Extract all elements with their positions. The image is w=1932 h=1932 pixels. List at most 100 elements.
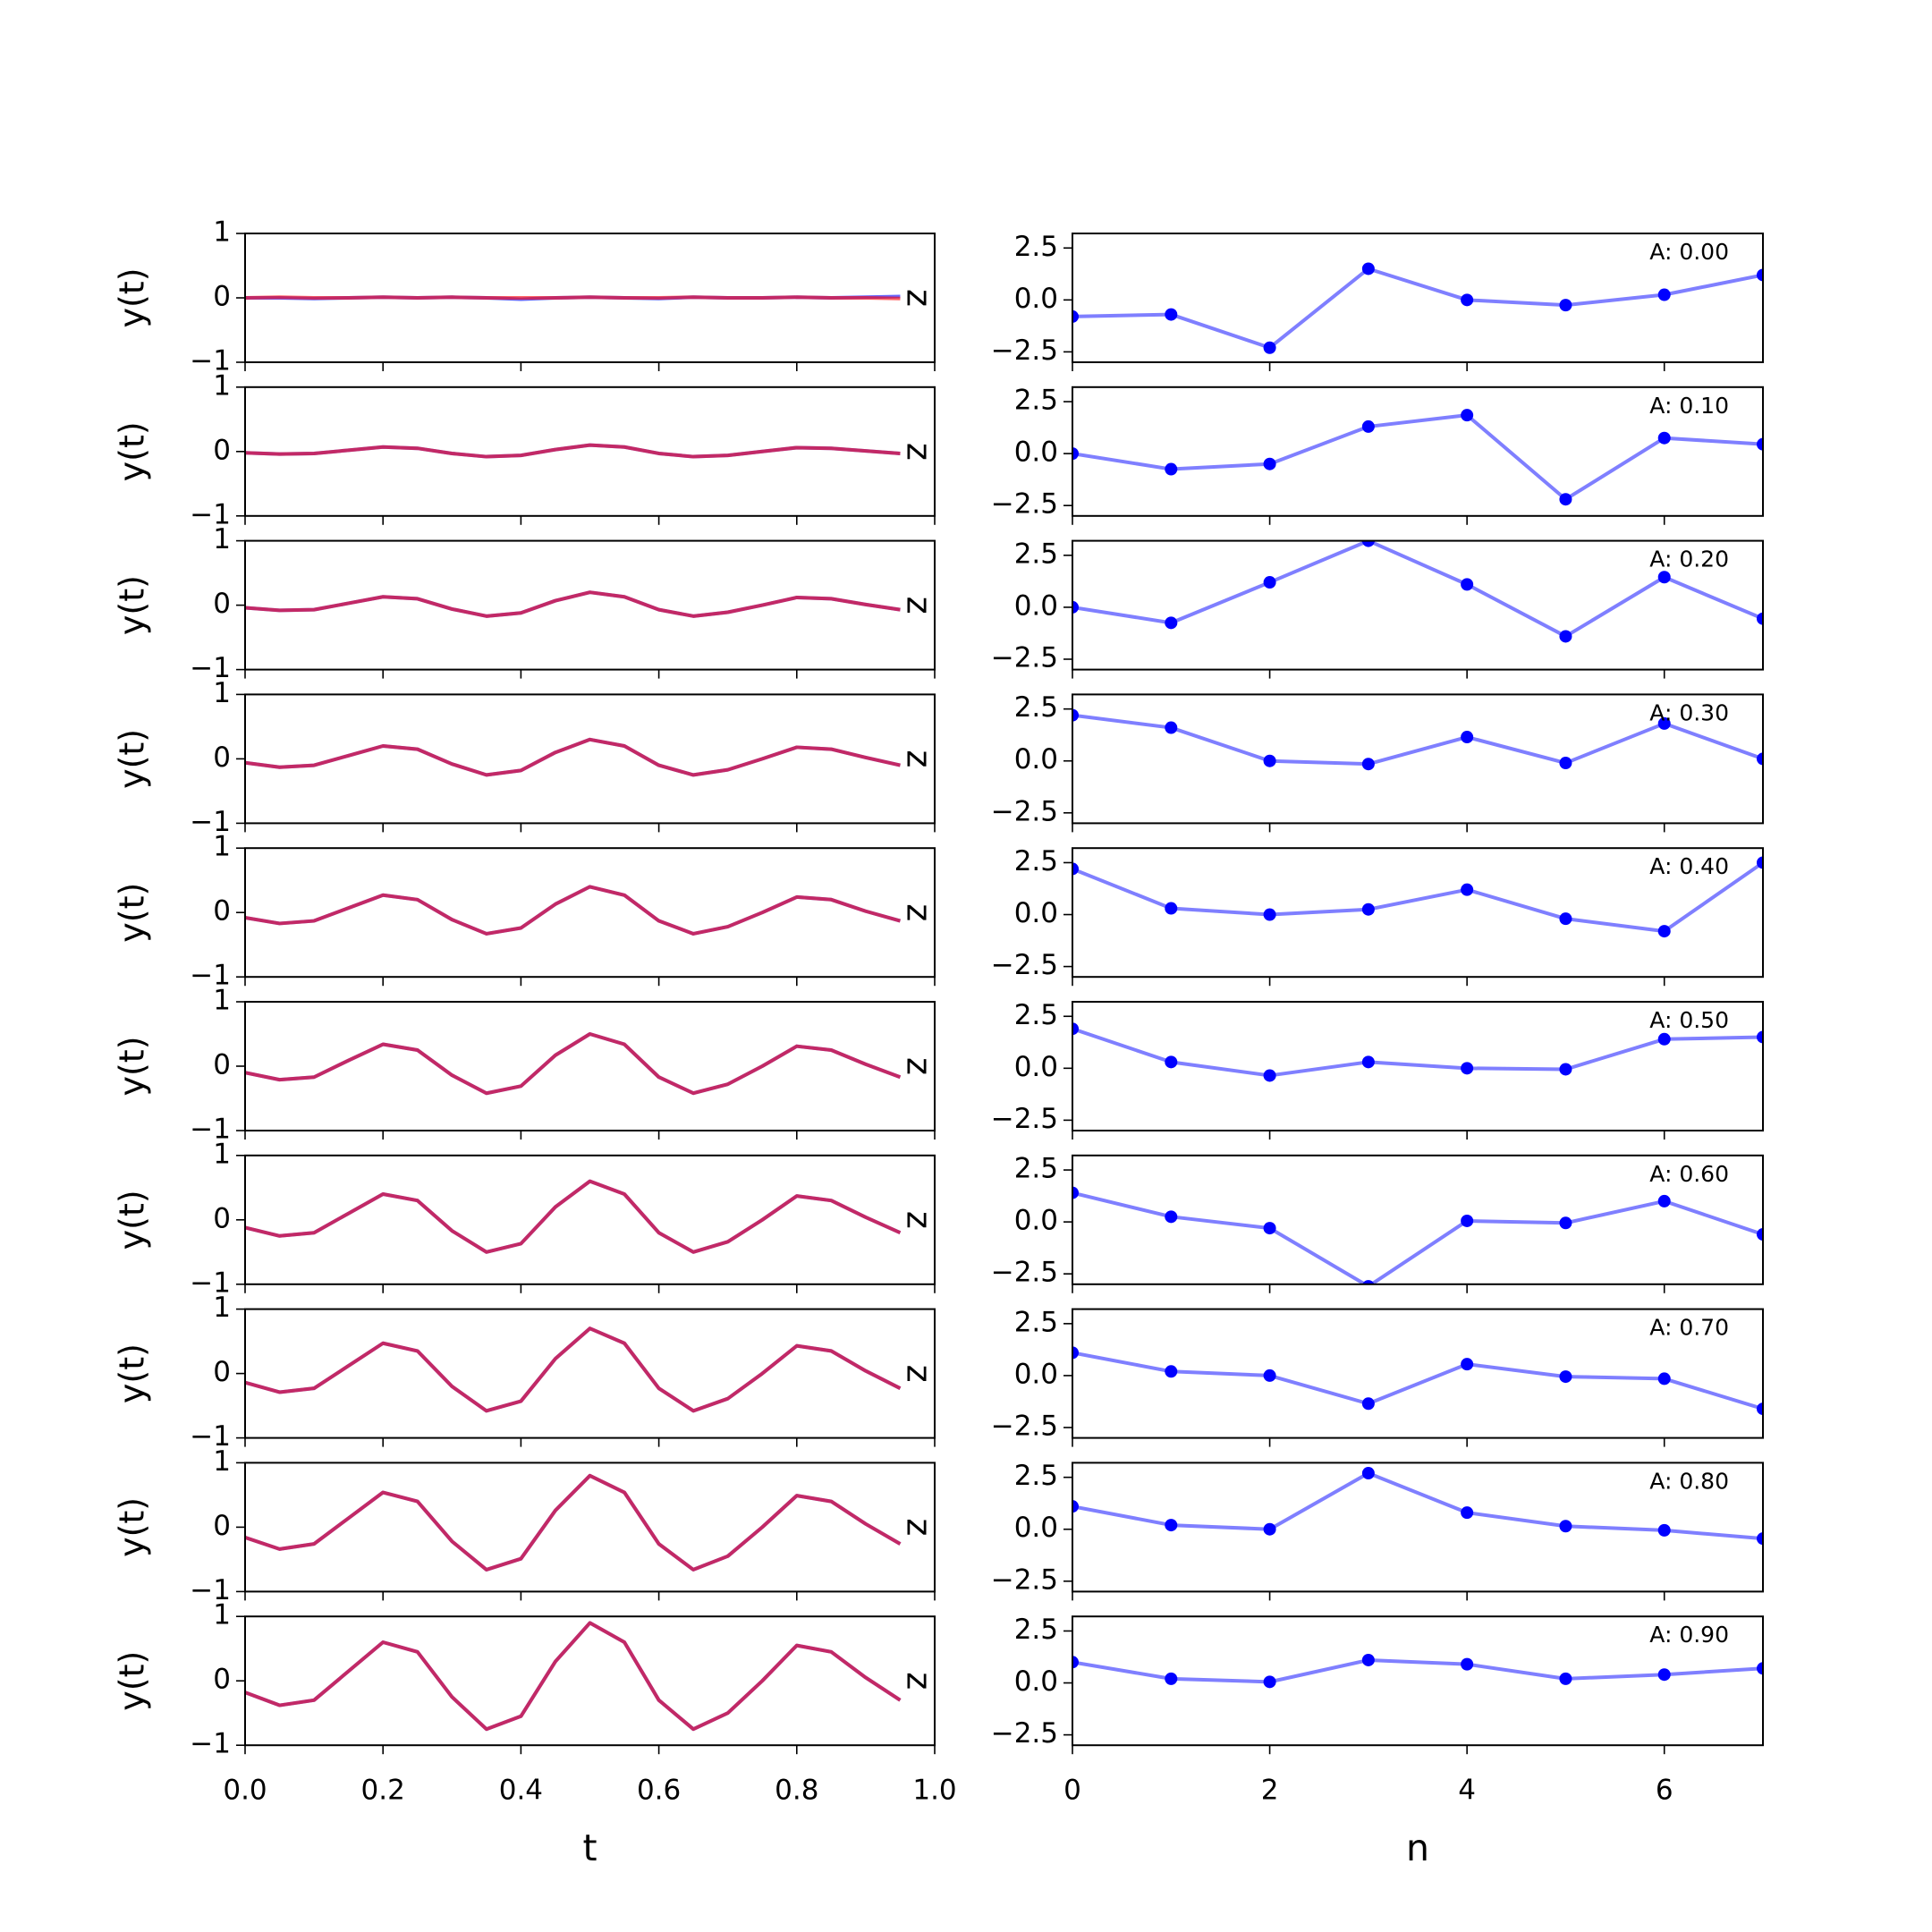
y-tick-label: 0.0 xyxy=(1014,589,1058,622)
y-tick-label: −2.5 xyxy=(991,1103,1058,1135)
point-marker xyxy=(1361,540,1375,547)
series-line xyxy=(1072,267,1763,350)
y-tick-label: −1 xyxy=(190,1728,231,1760)
y-tick-label: 0.0 xyxy=(1014,1205,1058,1237)
x-tick-label: 4 xyxy=(1458,1775,1476,1807)
point-marker xyxy=(1559,1520,1572,1533)
point-marker xyxy=(1559,1063,1572,1076)
point-marker xyxy=(1657,1194,1671,1208)
series-line xyxy=(1072,713,1763,767)
plot-area xyxy=(245,590,901,618)
point-marker xyxy=(1657,1032,1671,1046)
series-line xyxy=(245,737,901,777)
y-tick-label: 2.5 xyxy=(1014,845,1058,877)
point-marker xyxy=(1165,1672,1178,1685)
series-line xyxy=(245,885,901,936)
y-tick-label: 0 xyxy=(213,741,231,774)
annotation: A: 0.50 xyxy=(1649,1007,1729,1033)
y-tick-label: 0.0 xyxy=(1014,743,1058,775)
point-marker xyxy=(1657,1523,1671,1537)
point-marker xyxy=(1072,708,1079,722)
y-tick-label: 0 xyxy=(213,434,231,466)
point-marker xyxy=(1072,1500,1079,1513)
point-marker xyxy=(1263,1675,1276,1689)
plot-area xyxy=(1072,856,1763,938)
point-marker xyxy=(1757,268,1763,282)
plot-area xyxy=(245,1179,902,1254)
plot-area xyxy=(1072,1653,1763,1689)
point-marker xyxy=(1559,299,1572,312)
point-marker xyxy=(1757,1532,1763,1546)
point-marker xyxy=(1657,288,1671,301)
plot-area xyxy=(1072,409,1763,506)
point-marker xyxy=(1072,447,1079,461)
y-axis-label: y(t) xyxy=(113,1343,152,1403)
point-marker xyxy=(1263,1069,1276,1082)
point-marker xyxy=(1072,309,1079,323)
y-tick-label: −2.5 xyxy=(991,641,1058,674)
point-marker xyxy=(1757,856,1763,869)
annotation: A: 0.90 xyxy=(1649,1622,1729,1648)
y-tick-label: 1 xyxy=(213,831,231,863)
axes-frame xyxy=(1072,1001,1764,1131)
y-tick-label: 0.0 xyxy=(1014,1665,1058,1698)
series-line xyxy=(245,295,901,301)
point-marker xyxy=(1559,630,1572,643)
y-tick-label: −2.5 xyxy=(991,488,1058,521)
point-marker xyxy=(1461,293,1474,307)
point-marker xyxy=(1757,1402,1763,1416)
z-label: z xyxy=(900,903,939,921)
point-marker xyxy=(1461,578,1474,591)
point-marker xyxy=(1263,341,1276,354)
point-marker xyxy=(1263,1522,1276,1536)
point-marker xyxy=(1461,1506,1474,1520)
point-marker xyxy=(1072,1186,1079,1199)
series-line xyxy=(1072,1191,1763,1284)
y-tick-label: 1 xyxy=(213,1138,231,1170)
y-tick-label: 2.5 xyxy=(1014,1460,1058,1492)
point-marker xyxy=(1165,1210,1178,1224)
point-marker xyxy=(1072,1022,1079,1036)
y-tick-label: −2.5 xyxy=(991,1563,1058,1596)
point-marker xyxy=(1072,600,1079,614)
point-marker xyxy=(1657,1372,1671,1385)
series-line xyxy=(1072,540,1763,639)
plot-area xyxy=(245,443,901,459)
point-marker xyxy=(1263,908,1276,921)
series-line xyxy=(245,1179,902,1254)
point-marker xyxy=(1657,431,1671,445)
point-marker xyxy=(1461,1358,1474,1371)
plot-area xyxy=(1072,1467,1763,1546)
point-marker xyxy=(1657,925,1671,938)
y-axis-label: y(t) xyxy=(113,1651,152,1711)
series-line xyxy=(1072,1471,1763,1541)
y-tick-label: 0.0 xyxy=(1014,283,1058,315)
point-marker xyxy=(1461,883,1474,896)
x-tick-label: 0.6 xyxy=(637,1775,681,1807)
y-tick-label: −1 xyxy=(190,345,231,377)
y-tick-label: 0.0 xyxy=(1014,897,1058,929)
y-tick-label: 1 xyxy=(213,985,231,1017)
axes-frame xyxy=(1072,1308,1764,1439)
series-line xyxy=(1072,1657,1763,1684)
plot-area xyxy=(245,294,901,301)
plot-area xyxy=(1072,1186,1763,1284)
y-tick-label: 2.5 xyxy=(1014,538,1058,570)
y-tick-label: −2.5 xyxy=(991,795,1058,827)
y-tick-label: −1 xyxy=(190,960,231,992)
x-tick-label: 2 xyxy=(1261,1775,1279,1807)
axes-frame xyxy=(1072,539,1764,671)
axes-frame xyxy=(1072,1615,1764,1747)
x-axis-label: t xyxy=(582,1826,597,1869)
axes-frame xyxy=(1072,1154,1764,1285)
point-marker xyxy=(1559,1216,1572,1230)
y-tick-label: 2.5 xyxy=(1014,691,1058,724)
y-tick-label: −1 xyxy=(190,498,231,530)
x-tick-label: 0.8 xyxy=(775,1775,818,1807)
point-marker xyxy=(1165,616,1178,630)
y-tick-label: 1 xyxy=(213,216,231,249)
point-marker xyxy=(1072,1656,1079,1669)
annotation: A: 0.70 xyxy=(1649,1315,1729,1341)
point-marker xyxy=(1165,462,1178,476)
